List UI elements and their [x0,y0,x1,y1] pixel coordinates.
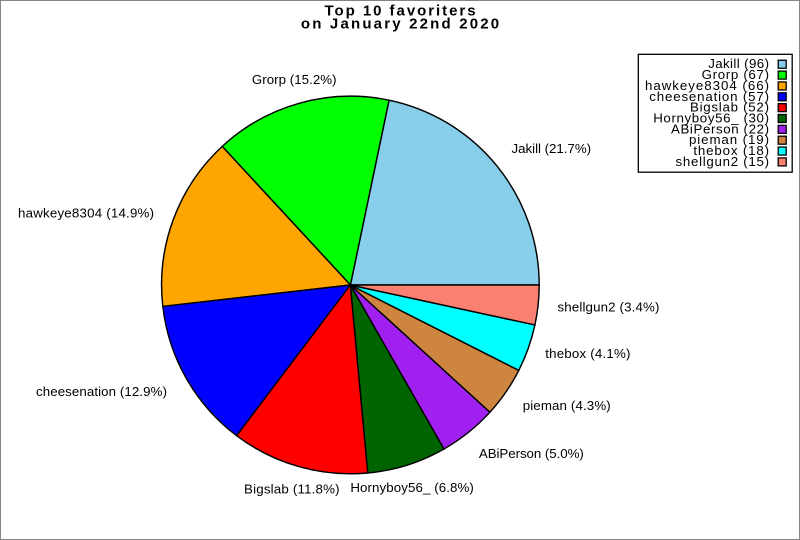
svg-text:Bigslab (52): Bigslab (52) [690,100,769,115]
svg-text:ABiPerson (5.0%): ABiPerson (5.0%) [479,446,584,461]
svg-text:Hornyboy56_ (30): Hornyboy56_ (30) [653,110,769,125]
svg-text:cheesenation (12.9%): cheesenation (12.9%) [36,384,167,399]
svg-text:thebox (18): thebox (18) [693,143,769,158]
svg-text:Jakill (21.7%): Jakill (21.7%) [512,141,592,156]
svg-text:Grorp (67): Grorp (67) [702,67,769,82]
svg-text:Hornyboy56_ (6.8%): Hornyboy56_ (6.8%) [350,480,473,495]
svg-text:thebox (4.1%): thebox (4.1%) [545,346,630,361]
svg-text:pieman (19): pieman (19) [689,132,769,147]
svg-text:Bigslab (11.8%): Bigslab (11.8%) [244,482,340,497]
svg-text:on January 22nd 2020: on January 22nd 2020 [301,16,499,33]
svg-text:Top 10 favoriters: Top 10 favoriters [324,2,475,19]
svg-text:hawkeye8304 (14.9%): hawkeye8304 (14.9%) [18,206,154,221]
svg-text:cheesenation (57): cheesenation (57) [649,89,769,104]
svg-text:pieman (4.3%): pieman (4.3%) [523,398,611,413]
svg-text:shellgun2 (15): shellgun2 (15) [676,154,770,169]
svg-text:Grorp (15.2%): Grorp (15.2%) [252,72,337,87]
svg-text:Jakill (96): Jakill (96) [708,56,769,71]
svg-text:ABiPerson (22): ABiPerson (22) [671,121,769,136]
svg-text:shellgun2 (3.4%): shellgun2 (3.4%) [558,300,660,315]
svg-text:hawkeye8304 (66): hawkeye8304 (66) [645,78,769,93]
